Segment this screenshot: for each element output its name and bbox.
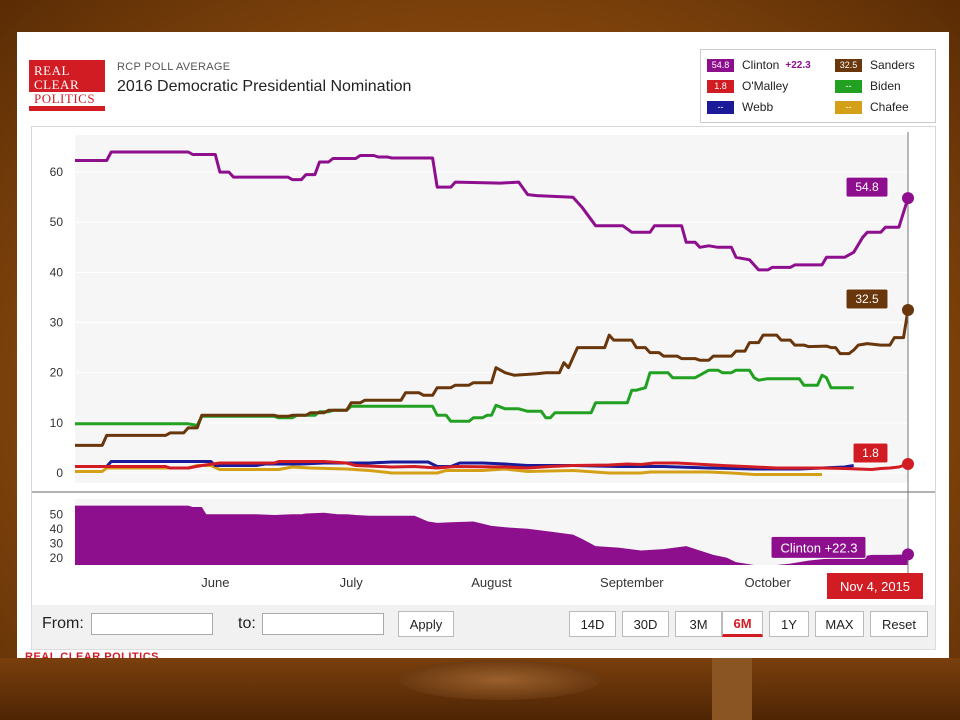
series-line-sanders [75, 309, 910, 447]
range-30d-button[interactable]: 30D [622, 611, 669, 637]
legend-name-omalley: O'Malley [742, 79, 789, 93]
date-range-controls: From: to: Apply 14D 30D 3M 6M 1Y MAX Res… [31, 605, 936, 650]
legend-spread-clinton: +22.3 [785, 59, 811, 71]
end-label-box [845, 176, 889, 198]
legend-value-sanders: 32.5 [835, 58, 862, 72]
chart-area[interactable]: 0 10 20 30 40 50 60 20 30 40 50 54.8 32.5 1.8 Clinton … [31, 126, 936, 606]
range-3m-button[interactable]: 3M [675, 611, 722, 637]
range-1y-button[interactable]: 1Y [769, 611, 809, 637]
y-tick-label: 20 [50, 366, 64, 380]
logo-line-1: REAL [34, 63, 70, 78]
spread-tick-label: 40 [50, 522, 64, 536]
spread-tick-label: 20 [50, 551, 64, 565]
date-badge-label: Nov 4, 2015 [840, 579, 910, 594]
spread-label: Clinton +22.3 [781, 540, 858, 555]
y-tick-label: 30 [50, 316, 64, 330]
legend-item-biden[interactable]: -- Biden [835, 79, 901, 93]
legend-item-omalley[interactable]: 1.8 O'Malley [707, 79, 788, 93]
legend-name-webb: Webb [742, 100, 774, 114]
date-badge [827, 573, 923, 599]
spread-tick-label: 30 [50, 536, 64, 550]
to-label: to: [238, 615, 256, 632]
x-tick-label: July [340, 575, 364, 590]
y-tick-label: 0 [56, 466, 63, 480]
poll-chart[interactable]: 01020304050602030405054.832.51.8Clinton … [32, 127, 935, 605]
logo-line-3: POLITICS [29, 92, 105, 106]
rcp-logo[interactable]: REAL CLEAR POLITICS [29, 60, 105, 111]
end-label-box [852, 442, 889, 464]
range-6m-button[interactable]: 6M [722, 611, 763, 637]
legend-item-clinton[interactable]: 54.8 Clinton +22.3 [707, 58, 811, 72]
legend-value-chafee: -- [835, 100, 862, 114]
end-label-clinton: 54.8 [855, 180, 879, 194]
range-14d-button[interactable]: 14D [569, 611, 616, 637]
apply-button[interactable]: Apply [398, 611, 454, 637]
spread-area-clinton [75, 505, 908, 565]
end-label-omalley: 1.8 [862, 446, 879, 460]
spread-label-box [770, 535, 867, 559]
end-label-box [845, 288, 889, 310]
legend-value-webb: -- [707, 100, 734, 114]
candidate-legend: 54.8 Clinton +22.3 32.5 Sanders 1.8 O'Ma… [700, 49, 936, 123]
series-line-clinton [75, 150, 910, 272]
end-dot-omalley [902, 457, 914, 470]
range-max-button[interactable]: MAX [815, 611, 864, 637]
from-date-input[interactable] [91, 613, 213, 635]
y-tick-label: 10 [50, 416, 64, 430]
page-title: 2016 Democratic Presidential Nomination [117, 78, 412, 95]
plot-background [75, 135, 908, 483]
x-tick-label: October [745, 575, 792, 590]
legend-name-sanders: Sanders [870, 58, 915, 72]
y-tick-label: 40 [50, 265, 64, 279]
header-subtitle: RCP POLL AVERAGE [117, 61, 231, 73]
legend-item-webb[interactable]: -- Webb [707, 100, 773, 114]
legend-name-chafee: Chafee [870, 100, 909, 114]
end-dot-sanders [902, 304, 914, 316]
reset-button[interactable]: Reset [870, 611, 928, 637]
footer-text: REAL CLEAR POLITICS [25, 651, 159, 658]
y-tick-label: 50 [50, 215, 64, 229]
to-date-input[interactable] [262, 613, 384, 635]
logo-line-2: CLEAR [34, 77, 80, 92]
legend-name-clinton: Clinton [742, 58, 780, 72]
legend-value-biden: -- [835, 79, 862, 93]
x-tick-label: June [201, 575, 229, 590]
legend-value-clinton: 54.8 [707, 58, 734, 72]
from-label: From: [42, 615, 84, 632]
spread-end-dot [902, 548, 914, 561]
x-tick-label: August [471, 575, 512, 590]
rcp-widget: REAL CLEAR POLITICS RCP POLL AVERAGE 201… [17, 32, 949, 658]
x-tick-label: September [600, 575, 664, 590]
pedestal-decoration [400, 660, 600, 700]
legend-name-biden: Biden [870, 79, 901, 93]
pillar-decoration [712, 650, 752, 720]
legend-item-sanders[interactable]: 32.5 Sanders [835, 58, 915, 72]
legend-item-chafee[interactable]: -- Chafee [835, 100, 909, 114]
y-tick-label: 60 [50, 165, 64, 179]
end-dot-clinton [902, 192, 914, 205]
spread-tick-label: 50 [50, 507, 64, 521]
series-line-omalley [75, 460, 909, 471]
end-label-sanders: 32.5 [855, 292, 879, 306]
legend-value-omalley: 1.8 [707, 79, 734, 93]
